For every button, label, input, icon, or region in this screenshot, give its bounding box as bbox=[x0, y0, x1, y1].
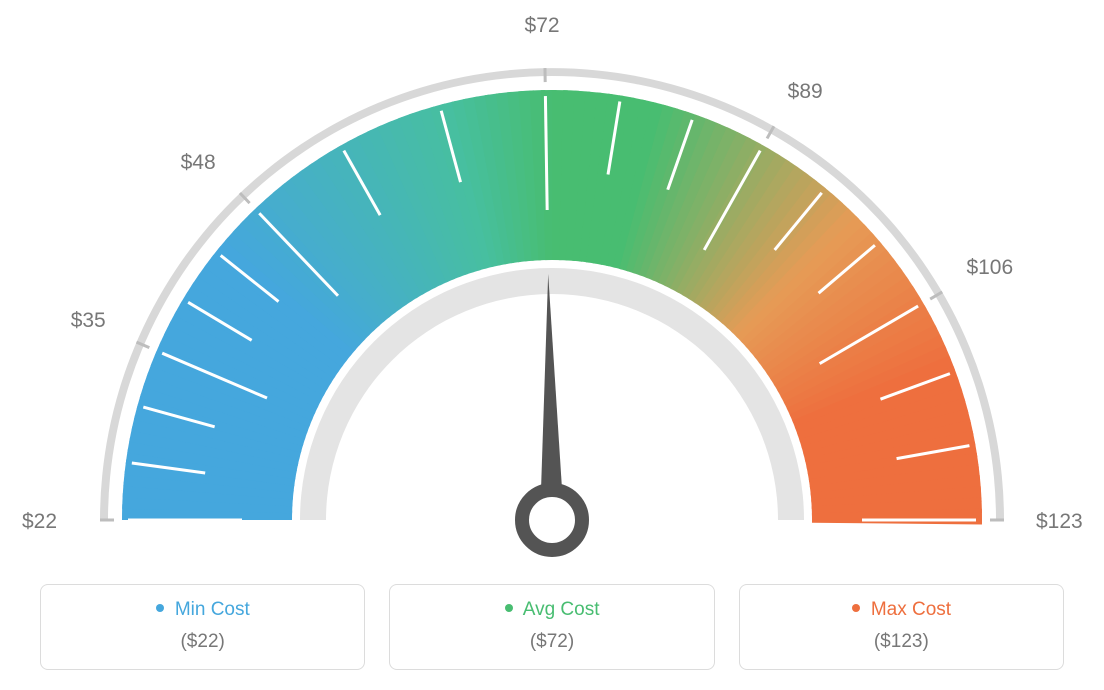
gauge-tick-label: $72 bbox=[525, 14, 560, 38]
legend-label-max: Max Cost bbox=[871, 599, 951, 620]
legend-title-min: Min Cost bbox=[51, 599, 354, 621]
gauge-tick-label: $35 bbox=[71, 309, 106, 333]
gauge: $22 $35 $48 $72 $89 $106 $123 bbox=[0, 0, 1104, 560]
legend-card-avg: Avg Cost ($72) bbox=[389, 584, 714, 670]
legend-row: Min Cost ($22) Avg Cost ($72) Max Cost (… bbox=[40, 584, 1064, 670]
legend-dot-avg bbox=[505, 604, 513, 612]
legend-value-min: ($22) bbox=[51, 631, 354, 653]
gauge-tick-label: $106 bbox=[966, 256, 1013, 280]
legend-dot-min bbox=[156, 604, 164, 612]
gauge-tick-label: $48 bbox=[181, 151, 216, 175]
gauge-tick-label: $123 bbox=[1036, 510, 1083, 534]
gauge-tick-label: $22 bbox=[22, 510, 57, 534]
gauge-tick-label: $89 bbox=[788, 80, 823, 104]
gauge-svg bbox=[0, 0, 1104, 560]
legend-title-avg: Avg Cost bbox=[400, 599, 703, 621]
gauge-chart-container: $22 $35 $48 $72 $89 $106 $123 Min Cost ($22) A… bbox=[0, 0, 1104, 690]
legend-title-max: Max Cost bbox=[750, 599, 1053, 621]
legend-label-avg: Avg Cost bbox=[523, 599, 600, 620]
legend-card-min: Min Cost ($22) bbox=[40, 584, 365, 670]
legend-value-max: ($123) bbox=[750, 631, 1053, 653]
legend-value-avg: ($72) bbox=[400, 631, 703, 653]
legend-dot-max bbox=[852, 604, 860, 612]
legend-card-max: Max Cost ($123) bbox=[739, 584, 1064, 670]
legend-label-min: Min Cost bbox=[175, 599, 250, 620]
